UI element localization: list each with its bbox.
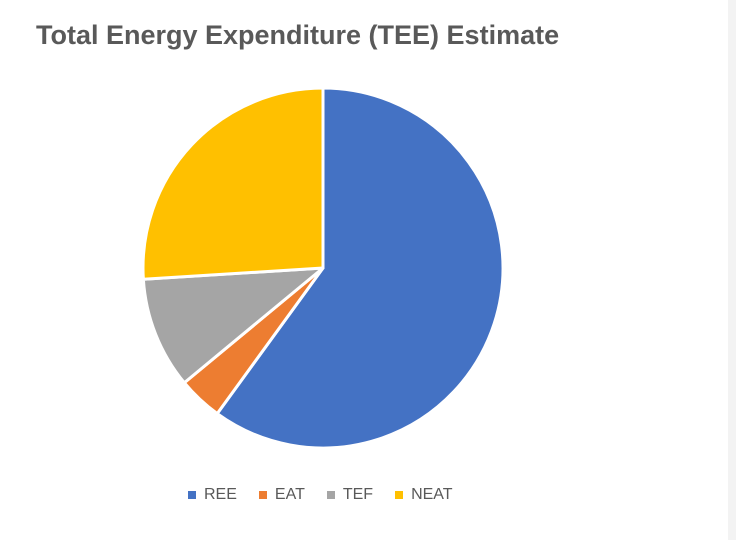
legend-swatch-neat — [395, 491, 404, 499]
pie-slice-ree — [215, 86, 505, 450]
legend-swatch-tef — [326, 491, 335, 499]
legend-item-tef: TEF — [326, 486, 374, 504]
legend-item-ree: REE — [188, 486, 237, 504]
legend-label-tef: TEF — [342, 486, 374, 503]
legend: REE EAT TEF NEAT — [188, 486, 475, 504]
legend-swatch-eat — [258, 491, 267, 499]
chart-title: Total Energy Expenditure (TEE) Estimate — [36, 20, 560, 50]
right-edge-panel — [728, 0, 736, 540]
legend-item-neat: NEAT — [395, 486, 453, 504]
legend-label-eat: EAT — [274, 486, 305, 503]
legend-item-eat: EAT — [258, 486, 305, 504]
legend-label-neat: NEAT — [411, 486, 453, 503]
pie-slice-neat — [141, 86, 325, 281]
legend-label-ree: REE — [204, 486, 237, 503]
legend-swatch-ree — [188, 491, 196, 499]
pie-slice-tef — [141, 266, 325, 385]
